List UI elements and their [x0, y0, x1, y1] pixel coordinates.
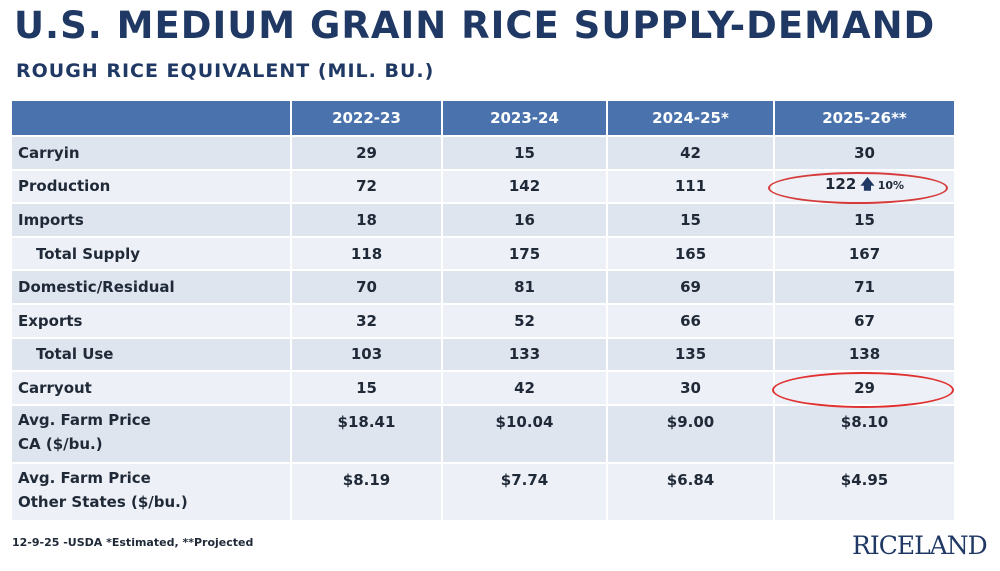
row-carryin: Carryin 29 15 42 30	[12, 135, 954, 169]
row-label: Domestic/Residual	[12, 269, 292, 303]
row-carryout: Carryout 15 42 30 29	[12, 370, 954, 404]
row-label: Avg. Farm Price Other States ($/bu.)	[12, 461, 292, 520]
cell: 103	[292, 336, 443, 371]
cell: 71	[775, 269, 954, 303]
cell: 111	[608, 168, 775, 203]
highlight-ellipse-carryout	[772, 372, 954, 408]
row-label: Carryin	[12, 135, 292, 169]
row-label: Carryout	[12, 370, 292, 404]
row-label-line2: CA ($/bu.)	[18, 434, 103, 453]
cell: 81	[443, 269, 608, 303]
cell: 15	[608, 202, 775, 236]
cell: 69	[608, 269, 775, 303]
row-label: Production	[12, 168, 292, 203]
header-col-2: 2023-24	[443, 101, 608, 135]
cell: 18	[292, 202, 443, 236]
row-label: Exports	[12, 302, 292, 337]
supply-demand-table: 2022-23 2023-24 2024-25* 2025-26** Carry…	[12, 101, 954, 520]
row-label-line1: Avg. Farm Price	[18, 410, 151, 429]
cell: 15	[775, 202, 954, 236]
cell: 138	[775, 336, 954, 371]
highlight-ellipse-production	[768, 172, 948, 204]
cell: $18.41	[292, 403, 443, 462]
row-domestic-residual: Domestic/Residual 70 81 69 71	[12, 269, 954, 303]
header-corner	[12, 101, 292, 135]
cell: 118	[292, 235, 443, 270]
cell: $6.84	[608, 461, 775, 520]
cell: 30	[608, 370, 775, 404]
row-total-supply: Total Supply 118 175 165 167	[12, 235, 954, 270]
cell: 175	[443, 235, 608, 270]
cell: 29	[292, 135, 443, 169]
cell: 15	[292, 370, 443, 404]
cell: 70	[292, 269, 443, 303]
row-label: Imports	[12, 202, 292, 236]
cell: $8.19	[292, 461, 443, 520]
cell: $4.95	[775, 461, 954, 520]
riceland-logo: RICELAND	[852, 531, 988, 560]
cell: 32	[292, 302, 443, 337]
cell: 142	[443, 168, 608, 203]
footnote: 12-9-25 -USDA *Estimated, **Projected	[12, 536, 254, 549]
cell: 42	[443, 370, 608, 404]
cell: 72	[292, 168, 443, 203]
header-col-1: 2022-23	[292, 101, 443, 135]
cell: $8.10	[775, 403, 954, 462]
row-label-line2: Other States ($/bu.)	[18, 492, 188, 511]
cell: 67	[775, 302, 954, 337]
cell: 165	[608, 235, 775, 270]
row-label: Avg. Farm Price CA ($/bu.)	[12, 403, 292, 462]
chart-title: U.S. MEDIUM GRAIN RICE SUPPLY-DEMAND	[14, 4, 936, 47]
row-label-line1: Avg. Farm Price	[18, 468, 151, 487]
chart-subtitle: ROUGH RICE EQUIVALENT (MIL. BU.)	[16, 60, 435, 82]
cell: 66	[608, 302, 775, 337]
cell: 30	[775, 135, 954, 169]
cell: 15	[443, 135, 608, 169]
header-col-3: 2024-25*	[608, 101, 775, 135]
row-label: Total Supply	[12, 235, 292, 270]
header-col-4: 2025-26**	[775, 101, 954, 135]
cell: 42	[608, 135, 775, 169]
row-label: Total Use	[12, 336, 292, 371]
cell: $9.00	[608, 403, 775, 462]
cell: 167	[775, 235, 954, 270]
row-total-use: Total Use 103 133 135 138	[12, 336, 954, 371]
cell: $7.74	[443, 461, 608, 520]
row-imports: Imports 18 16 15 15	[12, 202, 954, 236]
cell: 52	[443, 302, 608, 337]
cell: 133	[443, 336, 608, 371]
cell: $10.04	[443, 403, 608, 462]
cell: 16	[443, 202, 608, 236]
row-avg-farm-price-other: Avg. Farm Price Other States ($/bu.) $8.1…	[12, 461, 954, 520]
header-row: 2022-23 2023-24 2024-25* 2025-26**	[12, 101, 954, 135]
row-avg-farm-price-ca: Avg. Farm Price CA ($/bu.) $18.41 $10.04 …	[12, 403, 954, 462]
cell: 135	[608, 336, 775, 371]
row-exports: Exports 32 52 66 67	[12, 302, 954, 337]
